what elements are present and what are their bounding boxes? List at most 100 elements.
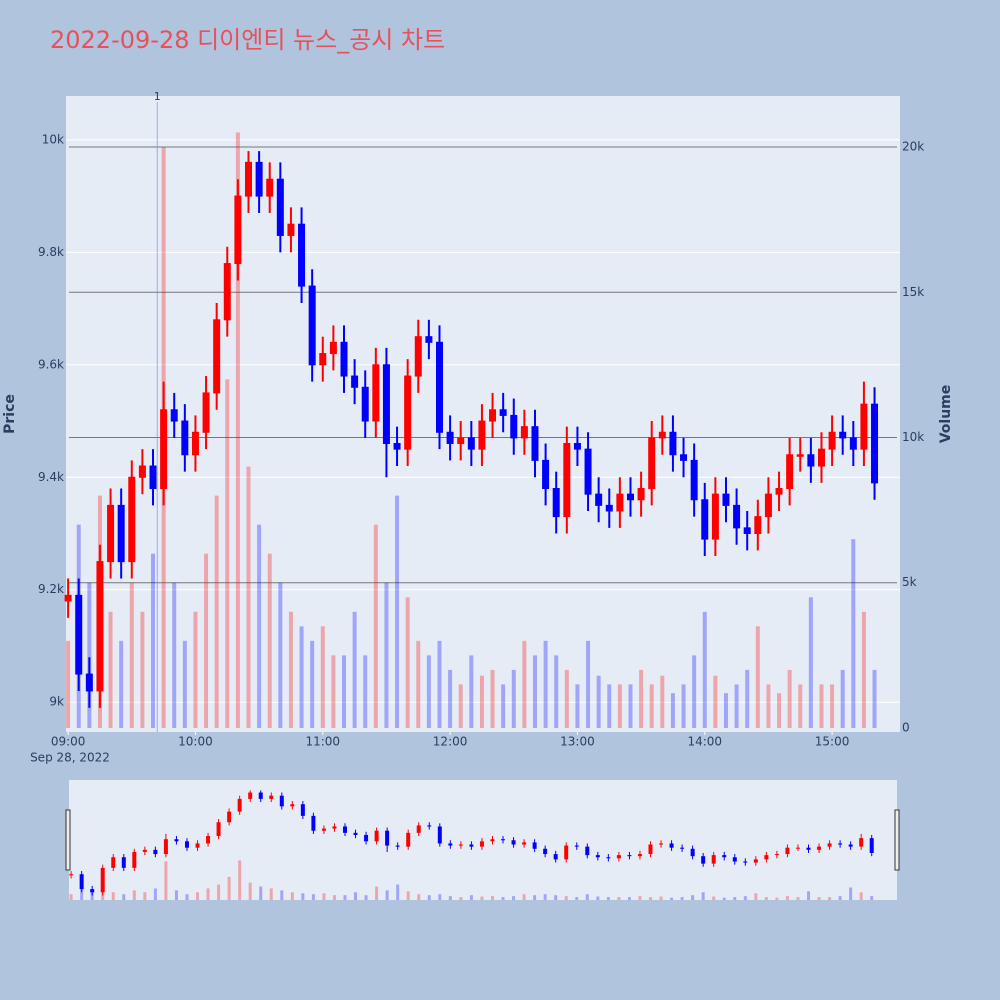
candle-body <box>170 409 178 422</box>
mini-volume-bar <box>670 897 674 900</box>
mini-candle-body <box>616 855 621 859</box>
mini-candle-body <box>406 832 411 847</box>
y-axis-title: Price <box>2 394 18 434</box>
mini-volume-bar <box>838 896 842 900</box>
mini-volume-bar <box>722 897 726 900</box>
mini-volume-bar <box>375 886 379 900</box>
mini-volume-bar <box>733 897 737 900</box>
mini-volume-bar <box>469 895 473 900</box>
mini-candle-body <box>100 867 105 893</box>
mini-volume-bar <box>427 895 431 900</box>
mini-volume-bar <box>617 897 621 900</box>
mini-candle-body <box>764 855 769 860</box>
mini-volume-bar <box>153 888 157 900</box>
mini-candle-body <box>774 854 779 856</box>
y-tick-label: 9.6k <box>38 357 64 371</box>
mini-candle-body <box>79 874 84 890</box>
volume-bar <box>755 626 760 728</box>
candle-body <box>382 364 390 445</box>
mini-volume-bar <box>522 894 526 900</box>
mini-candle-body <box>522 842 527 845</box>
candle-body <box>807 454 815 467</box>
volume-bar <box>617 684 622 728</box>
candle-body <box>308 285 316 366</box>
volume-bar <box>734 684 739 728</box>
candle-body <box>425 336 433 343</box>
x-tick-label: 11:00 <box>305 735 340 749</box>
mini-volume-bar <box>490 896 494 900</box>
volume-bar <box>331 655 336 728</box>
mini-volume-bar <box>448 896 452 900</box>
mini-volume-bar <box>122 894 126 900</box>
candle-body <box>510 414 518 439</box>
mini-candle-body <box>153 849 158 855</box>
mini-volume-bar <box>438 894 442 900</box>
candle-body <box>234 195 242 265</box>
chart-title: 2022-09-28 디이엔티 뉴스_공시 차트 <box>50 26 445 54</box>
mini-volume-bar <box>828 897 832 900</box>
volume-bar <box>607 684 612 728</box>
x-tick-label: 14:00 <box>687 735 722 749</box>
mini-candle-body <box>669 843 674 848</box>
mini-candle-body <box>711 855 716 864</box>
mini-candle-body <box>690 848 695 857</box>
mini-candle-body <box>343 826 347 833</box>
mini-candle-body <box>237 798 242 812</box>
candle-body <box>435 341 443 433</box>
range-slider[interactable] <box>69 780 897 900</box>
mini-volume-bar <box>638 896 642 900</box>
mini-volume-bar <box>775 897 779 900</box>
volume-bar <box>681 684 686 728</box>
candle-body <box>138 465 146 478</box>
y2-axis-title: Volume <box>938 385 954 444</box>
candle-body <box>860 403 868 450</box>
volume-bar <box>808 597 813 728</box>
mini-volume-bar <box>564 896 568 900</box>
mini-volume-bar <box>480 896 484 900</box>
x-tick-label: 15:00 <box>815 735 850 749</box>
mini-volume-bar <box>764 897 768 900</box>
candle-body <box>107 504 115 563</box>
volume-bar <box>246 466 251 728</box>
mini-candle-body <box>785 847 790 855</box>
mini-volume-bar <box>164 861 168 900</box>
y-tick-label: 9.8k <box>38 245 64 259</box>
volume-bar <box>511 669 516 728</box>
mini-volume-bar <box>217 884 221 900</box>
mini-candle-body <box>490 839 495 842</box>
range-handle-left[interactable] <box>65 809 71 871</box>
mini-volume-bar <box>354 892 358 900</box>
volume-bar <box>288 611 293 728</box>
mini-volume-bar <box>554 895 558 900</box>
candle-body <box>319 353 327 366</box>
mini-volume-bar <box>417 894 421 900</box>
mini-candle-body <box>353 832 358 835</box>
candle-body <box>743 527 751 534</box>
y2-tick-label: 15k <box>902 285 924 299</box>
volume-bar <box>861 611 866 728</box>
mini-candle-body <box>532 842 537 849</box>
mini-candle-body <box>290 804 295 807</box>
mini-volume-bar <box>406 891 410 900</box>
mini-candle-body <box>385 830 390 846</box>
range-handle-right[interactable] <box>894 809 900 871</box>
mini-volume-bar <box>543 894 547 900</box>
candle-body <box>276 178 284 236</box>
mini-candle-body <box>416 825 421 833</box>
mini-volume-bar <box>533 895 537 900</box>
mini-volume-bar <box>648 897 652 900</box>
candle-body <box>372 364 380 422</box>
volume-bar <box>628 684 633 728</box>
volume-bar <box>373 524 378 728</box>
mini-candle-body <box>227 811 232 823</box>
volume-bar <box>352 611 357 728</box>
candle-body <box>690 459 698 501</box>
candle-body <box>520 426 528 439</box>
mini-volume-bar <box>290 892 294 900</box>
mini-volume-bar <box>364 895 368 900</box>
mini-candle-body <box>595 855 600 858</box>
mini-volume-bar <box>80 886 84 900</box>
mini-candle-body <box>90 889 95 893</box>
volume-bar <box>649 684 654 728</box>
mini-candle-body <box>701 856 706 864</box>
